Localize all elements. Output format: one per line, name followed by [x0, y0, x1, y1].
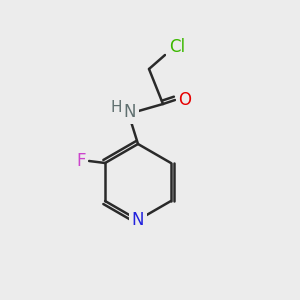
- Text: N: N: [124, 103, 136, 121]
- Text: O: O: [178, 91, 191, 109]
- Text: H: H: [110, 100, 122, 115]
- Text: N: N: [132, 211, 144, 229]
- Text: F: F: [76, 152, 86, 170]
- Text: Cl: Cl: [169, 38, 185, 56]
